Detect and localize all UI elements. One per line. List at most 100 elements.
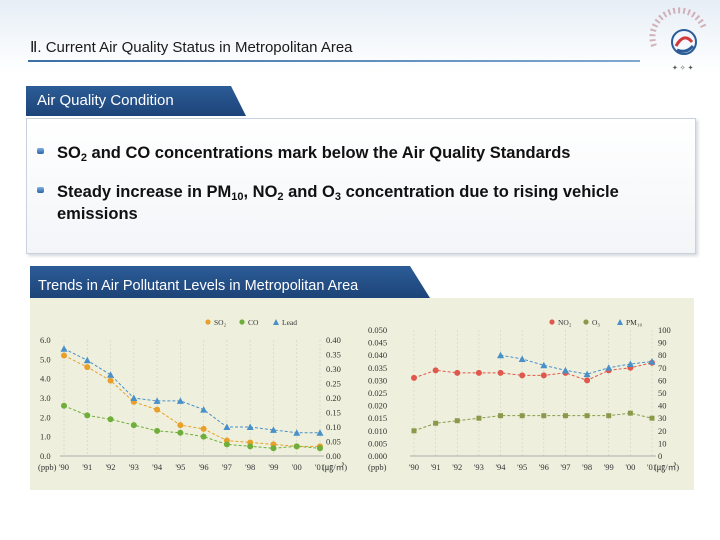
- left-axis-tick-label: 0.050: [368, 325, 387, 335]
- left-axis-tick-label: 0.0: [40, 451, 51, 461]
- left-axis-tick-label: 0.025: [368, 388, 387, 398]
- data-point: [476, 415, 482, 421]
- title-underline: [28, 60, 640, 62]
- section-tab-air-quality-condition: Air Quality Condition: [26, 86, 246, 116]
- legend-marker: [617, 319, 623, 325]
- bullet-icon: [37, 148, 44, 154]
- x-tick-label: '96: [199, 462, 209, 472]
- right-axis-tick-label: 30: [658, 413, 667, 423]
- x-tick-label: '01: [315, 462, 325, 472]
- x-tick-label: '95: [517, 462, 527, 472]
- right-axis-tick-label: 20: [658, 426, 667, 436]
- right-axis-tick-label: 0.10: [326, 422, 341, 432]
- legend-marker: [273, 319, 279, 325]
- section-tab-label: Trends in Air Pollutant Levels in Metrop…: [38, 278, 359, 294]
- data-point: [107, 416, 114, 423]
- legend-marker: [205, 319, 211, 325]
- data-point: [200, 425, 207, 432]
- left-axis-tick-label: 0.010: [368, 426, 387, 436]
- right-axis-tick-label: 0.25: [326, 379, 341, 389]
- right-axis-tick-label: 0: [658, 451, 662, 461]
- right-axis-unit: (㎍/㎥): [322, 462, 347, 473]
- bullet-text: SO2 and CO concentrations mark below the…: [57, 144, 571, 164]
- x-tick-label: '01: [647, 462, 657, 472]
- institution-seal-icon: ✦ ✧ ✦: [649, 7, 707, 72]
- slide-header: [0, 0, 720, 75]
- left-axis-tick-label: 0.040: [368, 350, 387, 360]
- right-axis-tick-label: 0.20: [326, 393, 341, 403]
- data-point: [177, 429, 184, 436]
- x-tick-label: '93: [474, 462, 484, 472]
- x-tick-label: '00: [625, 462, 635, 472]
- data-point: [107, 371, 115, 378]
- legend-label: CO: [248, 318, 259, 327]
- left-axis-unit: (ppb): [368, 462, 387, 472]
- data-point: [61, 402, 67, 409]
- left-axis-tick-label: 6.0: [40, 335, 51, 345]
- right-axis-tick-label: 0.40: [326, 335, 341, 345]
- data-point: [223, 423, 231, 430]
- data-point: [269, 426, 277, 433]
- series-line: [63, 355, 320, 447]
- section-tab-trends: Trends in Air Pollutant Levels in Metrop…: [30, 266, 430, 298]
- legend-marker: [239, 319, 245, 325]
- data-point: [83, 356, 91, 364]
- data-point: [497, 351, 505, 359]
- data-point: [130, 394, 138, 401]
- data-point: [475, 369, 482, 376]
- data-point: [454, 418, 460, 424]
- left-axis-tick-label: 4.0: [40, 374, 51, 384]
- right-axis-tick-label: 70: [658, 363, 667, 373]
- data-point: [561, 366, 569, 374]
- right-axis-tick-label: 0.05: [326, 437, 341, 447]
- data-point: [454, 369, 461, 376]
- data-point: [60, 345, 68, 352]
- left-axis-tick-label: 0.015: [368, 413, 387, 423]
- x-tick-label: '97: [222, 462, 232, 472]
- series-line: [63, 405, 321, 449]
- data-point: [562, 413, 568, 419]
- x-tick-label: '98: [582, 462, 592, 472]
- data-point: [648, 358, 656, 365]
- series-line: [413, 412, 653, 432]
- x-tick-label: '96: [539, 462, 549, 472]
- legend-marker: [583, 319, 589, 325]
- right-axis-tick-label: 0.15: [326, 408, 341, 418]
- data-point: [177, 422, 184, 429]
- right-axis-tick-label: 0.30: [326, 364, 341, 374]
- data-point: [541, 413, 547, 419]
- right-axis-tick-label: 60: [658, 375, 667, 385]
- right-axis-tick-label: 100: [658, 325, 671, 335]
- data-point: [200, 406, 208, 413]
- left-axis-tick-label: 3.0: [40, 393, 51, 403]
- data-point: [584, 413, 590, 419]
- data-point: [432, 367, 439, 374]
- right-axis-tick-label: 10: [658, 438, 667, 448]
- right-axis-tick-label: 40: [658, 401, 667, 411]
- left-axis-tick-label: 0.045: [368, 338, 387, 348]
- data-point: [316, 429, 324, 436]
- legend-label: O₃: [592, 318, 600, 327]
- data-point: [605, 364, 613, 371]
- right-axis-tick-label: 80: [658, 350, 667, 360]
- legend-label: PM₁₀: [626, 318, 642, 327]
- data-point: [627, 410, 633, 416]
- data-point: [584, 377, 591, 384]
- data-point: [293, 443, 300, 450]
- x-tick-label: '92: [452, 462, 462, 472]
- data-point: [176, 397, 184, 404]
- x-tick-label: '98: [245, 462, 255, 472]
- x-tick-label: '94: [152, 462, 163, 472]
- data-point: [293, 429, 301, 436]
- right-axis-unit: (㎍/㎥): [654, 462, 679, 473]
- data-point: [497, 369, 504, 376]
- right-axis-tick-label: 90: [658, 338, 667, 348]
- x-tick-label: '99: [268, 462, 278, 472]
- data-point: [433, 420, 439, 426]
- series-line: [63, 348, 320, 434]
- data-point: [519, 372, 526, 379]
- left-axis-tick-label: 0.020: [368, 401, 387, 411]
- data-point: [540, 361, 548, 369]
- data-point: [518, 355, 526, 362]
- svg-text:✦ ✧ ✦: ✦ ✧ ✦: [672, 64, 694, 72]
